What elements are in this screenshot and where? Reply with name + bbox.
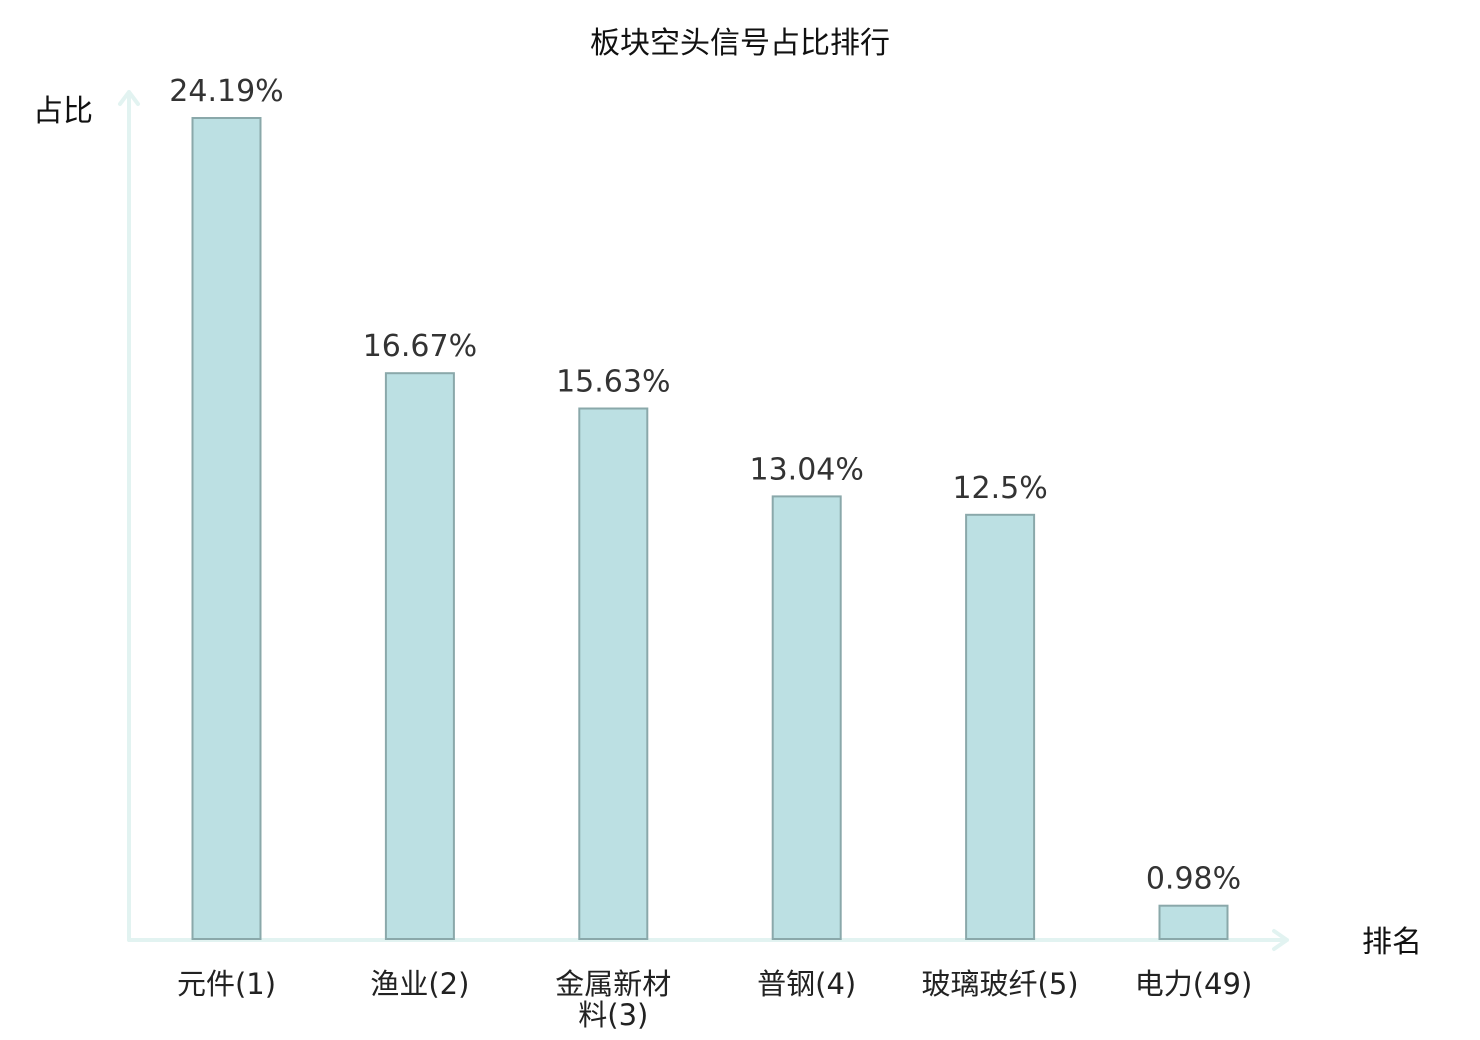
category-rank: (49) bbox=[1193, 967, 1253, 1001]
bar-3 bbox=[578, 407, 649, 940]
x-axis-line bbox=[127, 929, 1289, 951]
value-labels: 24.19% 16.67% 15.63% 13.04% 12.5% 0.98% bbox=[169, 74, 1241, 897]
bar-4 bbox=[771, 495, 842, 940]
category-rank: (1) bbox=[235, 967, 276, 1001]
y-axis-line bbox=[118, 90, 140, 942]
category-rank: (3) bbox=[607, 998, 648, 1032]
category-rank: (5) bbox=[1038, 967, 1079, 1001]
bar-1 bbox=[191, 117, 262, 940]
x-axis-label: 排名 bbox=[1362, 925, 1422, 960]
category-label-2: 渔业(2) bbox=[370, 967, 469, 1001]
value-label-6: 0.98% bbox=[1146, 862, 1241, 897]
chart-title: 板块空头信号占比排行 bbox=[590, 26, 890, 61]
category-name: 渔业 bbox=[370, 967, 428, 1001]
category-label-5: 玻璃玻纤(5) bbox=[922, 967, 1079, 1001]
value-label-3: 15.63% bbox=[556, 365, 670, 400]
category-name: 电力 bbox=[1135, 967, 1193, 1001]
category-name-cont: 料 bbox=[578, 998, 607, 1032]
bar-6 bbox=[1158, 904, 1229, 941]
category-label-1: 元件(1) bbox=[177, 967, 276, 1001]
value-label-4: 13.04% bbox=[750, 452, 864, 487]
category-labels: 元件(1) 渔业(2) 金属新材料(3) 普钢(4) 玻璃玻纤(5) 电力(49) bbox=[177, 967, 1252, 1032]
value-label-1: 24.19% bbox=[169, 74, 283, 109]
category-label-4: 普钢(4) bbox=[757, 967, 856, 1001]
value-label-2: 16.67% bbox=[363, 329, 477, 364]
category-name: 元件 bbox=[177, 967, 235, 1001]
bar-series bbox=[191, 117, 1229, 941]
category-rank: (4) bbox=[815, 967, 856, 1001]
category-name: 普钢 bbox=[757, 967, 815, 1001]
bar-5 bbox=[965, 513, 1036, 940]
category-name: 金属新材 bbox=[555, 967, 671, 1001]
category-label-3: 金属新材料(3) bbox=[555, 967, 671, 1032]
value-label-5: 12.5% bbox=[952, 471, 1047, 506]
y-axis-label: 占比 bbox=[33, 94, 93, 129]
category-name: 玻璃玻纤 bbox=[922, 967, 1038, 1001]
category-label-6: 电力(49) bbox=[1135, 967, 1253, 1001]
bar-2 bbox=[384, 372, 455, 940]
category-rank: (2) bbox=[428, 967, 469, 1001]
